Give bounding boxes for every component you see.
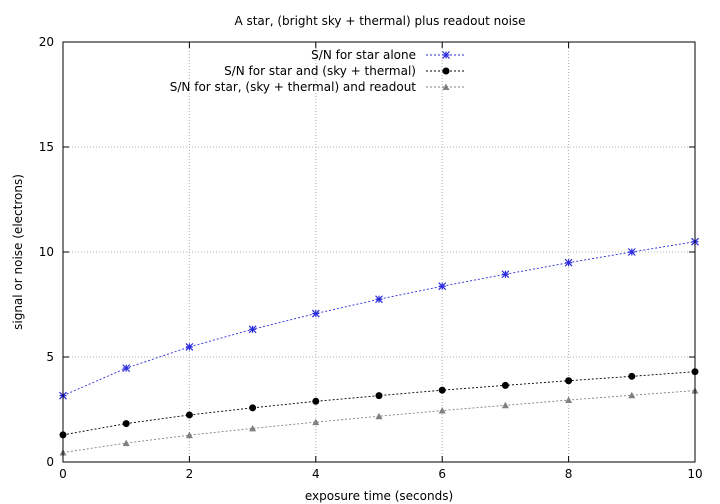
- x-tick-label: 2: [186, 467, 194, 481]
- y-tick-label: 0: [46, 455, 54, 469]
- data-point-triangle: [501, 401, 509, 409]
- data-point-star: [501, 270, 510, 279]
- y-tick-label: 15: [39, 140, 54, 154]
- data-point-circle: [375, 392, 383, 400]
- x-tick-label: 4: [312, 467, 320, 481]
- data-point-star: [627, 248, 636, 256]
- data-point-triangle: [312, 418, 320, 426]
- y-tick-label: 10: [39, 245, 54, 259]
- data-point-circle: [185, 411, 193, 419]
- data-point-triangle: [375, 412, 383, 420]
- data-point-triangle: [442, 83, 450, 90]
- series-line: [62, 371, 696, 436]
- data-point-star: [248, 325, 257, 334]
- series-line: [62, 390, 696, 453]
- grid: [63, 42, 695, 462]
- data-point-circle: [628, 372, 636, 380]
- data-point-triangle: [565, 396, 573, 404]
- data-point-star: [375, 295, 383, 304]
- legend-label: S/N for star, (sky + thermal) and readou…: [170, 80, 417, 94]
- data-point-circle: [501, 381, 509, 389]
- y-tick-label: 5: [46, 350, 54, 364]
- y-tick-label: 20: [39, 35, 54, 49]
- data-point-star: [442, 51, 450, 59]
- x-tick-label: 0: [59, 467, 67, 481]
- data-point-star: [122, 364, 131, 373]
- data-point-circle: [565, 377, 573, 385]
- series-1: [59, 237, 699, 400]
- series-layer: [59, 237, 699, 456]
- plot-frame: [62, 41, 696, 463]
- data-point-triangle: [438, 407, 446, 414]
- data-point-circle: [249, 404, 257, 412]
- data-point-circle: [122, 420, 130, 428]
- data-point-star: [185, 342, 194, 351]
- chart-title: A star, (bright sky + thermal) plus read…: [234, 14, 525, 28]
- y-axis-label: signal or noise (electrons): [11, 174, 25, 330]
- legend-label: S/N for star alone: [311, 48, 416, 62]
- data-point-triangle: [249, 424, 257, 432]
- data-point-star: [311, 309, 320, 318]
- data-point-circle: [438, 386, 446, 394]
- data-point-triangle: [185, 431, 193, 439]
- x-tick-label: 10: [687, 467, 702, 481]
- data-point-triangle: [628, 391, 636, 399]
- data-point-star: [438, 282, 447, 291]
- legend: S/N for star alone S/N for star and (sky …: [170, 48, 466, 94]
- legend-label: S/N for star and (sky + thermal): [224, 64, 416, 78]
- series-line: [62, 241, 696, 397]
- axis-ticks: 0 2 4 6 8 10 0 5 10 15 20: [39, 35, 703, 481]
- x-tick-label: 6: [438, 467, 446, 481]
- series-2: [59, 368, 699, 439]
- data-point-circle: [312, 397, 320, 405]
- data-point-star: [564, 258, 573, 267]
- x-tick-label: 8: [565, 467, 573, 481]
- data-point-circle: [442, 67, 450, 75]
- data-point-triangle: [122, 439, 130, 447]
- x-axis-label: exposure time (seconds): [305, 489, 453, 503]
